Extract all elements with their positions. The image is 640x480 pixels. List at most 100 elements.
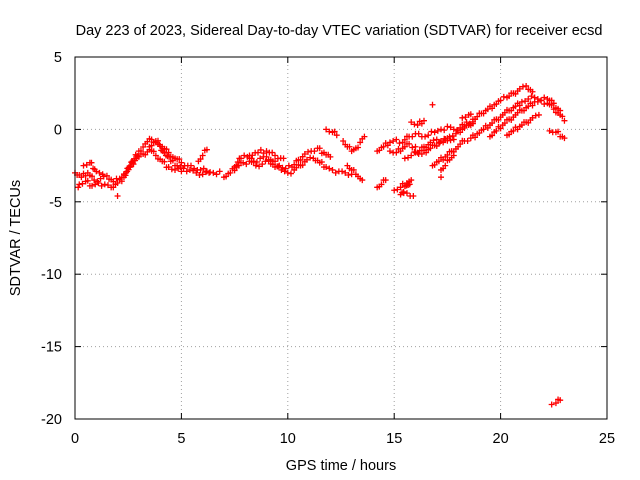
data-point-interp [467, 111, 474, 118]
data-point [203, 168, 210, 175]
data-point [452, 130, 459, 137]
data-point [510, 127, 517, 134]
data-point-interp [118, 178, 125, 185]
data-point [529, 114, 536, 121]
x-tick-label: 5 [177, 431, 185, 447]
data-point-interp [326, 165, 333, 172]
data-point [357, 139, 364, 146]
data-point [329, 166, 336, 173]
y-tick-label: -20 [41, 412, 62, 428]
x-tick-label: 10 [280, 431, 296, 447]
data-point [250, 158, 257, 165]
data-point-interp [555, 128, 562, 135]
data-point [255, 149, 262, 156]
data-point [152, 152, 159, 159]
data-point-interp [394, 186, 401, 193]
data-point-interp [92, 181, 99, 188]
data-point-interp [316, 145, 323, 152]
data-point-interp [401, 136, 408, 143]
data-point [431, 129, 438, 136]
data-point-interp [233, 162, 240, 169]
data-point-interp [411, 148, 418, 155]
data-point-interp [291, 161, 298, 168]
data-point [199, 152, 206, 159]
data-point-interp [402, 183, 409, 190]
data-point-interp [256, 163, 263, 170]
data-point-interp [96, 169, 103, 176]
plot-border [74, 56, 608, 420]
data-point [497, 97, 504, 104]
data-point-interp [318, 158, 325, 165]
data-point [272, 152, 279, 159]
data-point [97, 175, 104, 182]
data-point-interp [89, 173, 96, 180]
data-point-interp [350, 166, 357, 173]
data-point [193, 169, 200, 176]
data-point-interp [346, 143, 353, 150]
data-point [550, 100, 557, 107]
data-point [429, 101, 436, 108]
data-point-interp [213, 171, 220, 178]
data-point [412, 149, 419, 156]
data-point [359, 177, 366, 184]
data-point [80, 162, 87, 169]
data-point [438, 174, 445, 181]
data-point-interp [150, 148, 157, 155]
data-point [438, 137, 445, 144]
data-point [340, 137, 347, 144]
data-point-interp [130, 161, 137, 168]
data-point [408, 119, 415, 126]
x-axis-label: GPS time / hours [286, 458, 396, 474]
data-point [408, 152, 415, 159]
data-point [442, 162, 449, 169]
data-point [410, 193, 417, 200]
data-point [516, 85, 523, 92]
data-point [386, 148, 393, 155]
data-point [178, 159, 185, 166]
data-point [391, 187, 398, 194]
data-point-interp [168, 166, 175, 173]
data-point-interp [279, 164, 286, 171]
data-point [240, 159, 247, 166]
data-point [403, 190, 410, 197]
data-point-interp [285, 162, 292, 169]
data-point-interp [501, 120, 508, 127]
data-point-interp [434, 127, 441, 134]
y-tick-label: -10 [41, 267, 62, 283]
data-point [361, 133, 368, 140]
data-point [93, 168, 100, 175]
data-point-interp [497, 125, 504, 132]
data-point-interp [462, 114, 469, 121]
data-point-interp [405, 154, 412, 161]
data-point [276, 162, 283, 169]
data-point [186, 166, 193, 173]
data-point [165, 164, 172, 171]
y-tick-labels: -20 -15 -10 -5 0 5 [41, 50, 62, 428]
x-tick-labels: 0 5 10 15 20 25 [71, 431, 615, 447]
data-point [301, 151, 308, 158]
data-point-interp [269, 149, 276, 156]
x-tick-label: 25 [599, 431, 615, 447]
data-point-interp [409, 144, 416, 151]
data-point-interp [559, 113, 566, 120]
data-point-interp [500, 93, 507, 100]
y-axis-label: SDTVAR / TECUs [8, 180, 24, 296]
data-point-interp [519, 83, 526, 90]
data-point [95, 179, 102, 186]
data-point [380, 143, 387, 150]
data-point [401, 155, 408, 162]
data-point [435, 158, 442, 165]
data-point-interp [447, 137, 454, 144]
data-point-interp [297, 157, 304, 164]
data-point-interp [161, 158, 168, 165]
data-point-interp [528, 93, 535, 100]
data-point-interp [390, 137, 397, 144]
data-point [412, 143, 419, 150]
data-point-interp [187, 162, 194, 169]
data-point [237, 155, 244, 162]
data-point [76, 181, 83, 188]
data-point-interp [428, 128, 435, 135]
data-point-interp [355, 144, 362, 151]
data-point-interp [464, 137, 471, 144]
data-point-interp [287, 170, 294, 177]
